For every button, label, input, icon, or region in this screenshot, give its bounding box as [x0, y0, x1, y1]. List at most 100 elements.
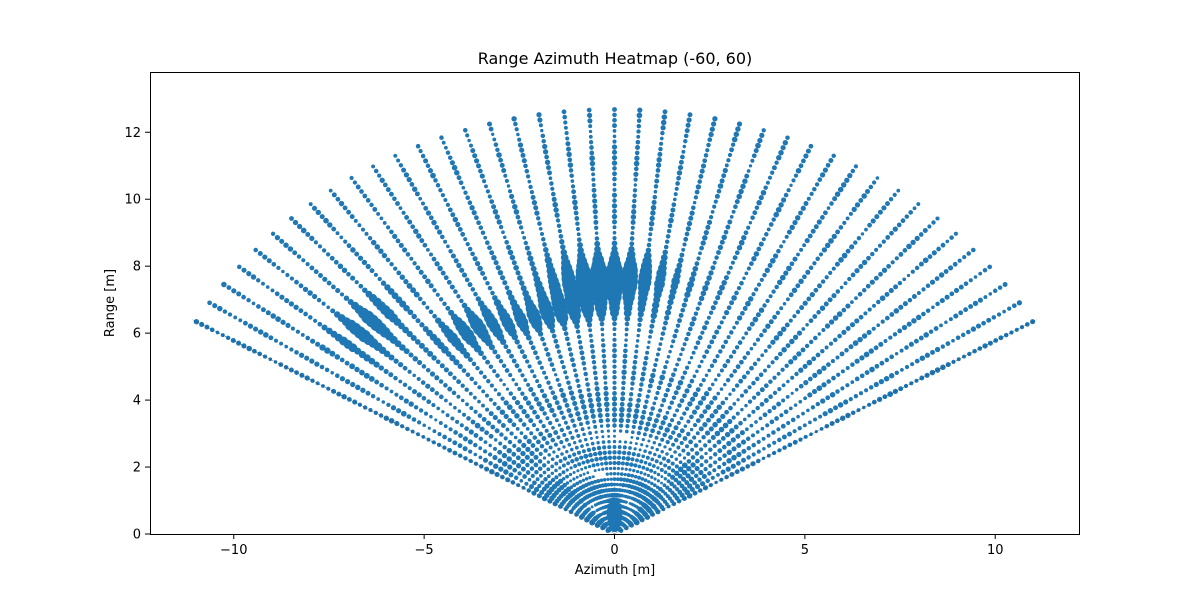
scatter-point — [751, 256, 757, 262]
scatter-point — [685, 365, 690, 370]
scatter-point — [776, 154, 782, 161]
scatter-point — [682, 436, 688, 441]
scatter-point — [692, 480, 697, 486]
scatter-point — [519, 280, 525, 286]
scatter-point — [503, 400, 509, 406]
scatter-point — [409, 256, 414, 261]
scatter-point — [759, 401, 765, 407]
scatter-point — [360, 387, 366, 393]
scatter-point — [566, 151, 572, 158]
scatter-point — [649, 323, 655, 329]
scatter-point — [694, 189, 700, 195]
scatter-point — [594, 240, 601, 247]
scatter-point — [562, 482, 567, 488]
scatter-point — [566, 408, 572, 413]
scatter-point — [467, 138, 471, 143]
scatter-point — [538, 123, 543, 128]
scatter-point — [770, 170, 775, 175]
scatter-point — [681, 495, 687, 502]
scatter-point — [512, 203, 518, 210]
scatter-point — [310, 338, 316, 344]
scatter-point — [641, 409, 647, 415]
scatter-point — [667, 405, 672, 410]
scatter-point — [713, 300, 718, 306]
scatter-point — [436, 406, 441, 411]
scatter-point — [594, 225, 599, 230]
scatter-point — [890, 260, 895, 265]
scatter-point — [687, 401, 693, 407]
scatter-point — [418, 408, 424, 413]
scatter-point — [649, 468, 654, 473]
scatter-point — [635, 145, 640, 150]
scatter-point — [870, 218, 876, 224]
scatter-point — [772, 375, 777, 380]
scatter-point — [806, 296, 812, 302]
scatter-point — [670, 474, 676, 480]
scatter-point — [596, 440, 600, 445]
scatter-point — [542, 342, 547, 347]
scatter-point — [537, 459, 543, 464]
scatter-point — [465, 372, 471, 378]
scatter-point — [584, 377, 589, 382]
scatter-point — [839, 285, 844, 290]
scatter-point — [771, 405, 777, 411]
scatter-point — [756, 357, 761, 362]
scatter-point — [781, 197, 787, 203]
scatter-point — [734, 345, 740, 350]
scatter-point — [319, 344, 326, 351]
scatter-point — [588, 328, 593, 333]
scatter-point — [842, 220, 847, 225]
scatter-point — [597, 412, 603, 419]
scatter-point — [653, 189, 658, 194]
scatter-point — [513, 435, 518, 440]
scatter-point — [470, 251, 475, 257]
scatter-point — [809, 291, 815, 298]
scatter-point — [446, 244, 450, 249]
scatter-point — [635, 403, 641, 409]
scatter-point — [810, 228, 816, 234]
scatter-point — [532, 435, 538, 440]
scatter-point — [590, 441, 595, 446]
scatter-point — [612, 117, 617, 123]
scatter-point — [648, 220, 655, 227]
scatter-point — [581, 449, 586, 454]
scatter-point — [686, 331, 691, 337]
scatter-point — [524, 481, 529, 486]
scatter-point — [861, 193, 867, 199]
scatter-point — [453, 359, 460, 366]
scatter-point — [589, 155, 595, 162]
scatter-point — [669, 400, 675, 405]
scatter-point — [729, 300, 735, 306]
scatter-point — [689, 487, 695, 492]
scatter-point — [740, 310, 745, 316]
scatter-point — [701, 474, 707, 479]
scatter-point — [473, 158, 480, 164]
scatter-point — [624, 321, 630, 327]
scatter-point — [555, 218, 561, 223]
scatter-point — [483, 235, 488, 240]
scatter-point — [572, 205, 579, 211]
scatter-point — [651, 199, 657, 205]
scatter-point — [525, 359, 530, 364]
scatter-point — [607, 445, 612, 450]
scatter-point — [768, 294, 773, 299]
scatter-point — [772, 253, 779, 259]
scatter-point — [568, 390, 575, 396]
scatter-point — [593, 219, 599, 225]
scatter-point — [640, 443, 644, 447]
scatter-point — [808, 143, 814, 149]
scatter-point — [437, 432, 442, 437]
scatter-point — [556, 349, 562, 354]
scatter-point — [756, 246, 762, 252]
scatter-point — [383, 368, 389, 374]
scatter-point — [631, 370, 637, 376]
scatter-point — [457, 363, 463, 370]
scatter-point — [557, 229, 562, 234]
scatter-point — [681, 476, 686, 482]
scatter-point — [540, 480, 545, 485]
scatter-point — [663, 244, 669, 250]
scatter-point — [549, 407, 555, 414]
scatter-point — [236, 291, 242, 297]
scatter-point — [388, 418, 395, 424]
scatter-point — [717, 448, 723, 454]
